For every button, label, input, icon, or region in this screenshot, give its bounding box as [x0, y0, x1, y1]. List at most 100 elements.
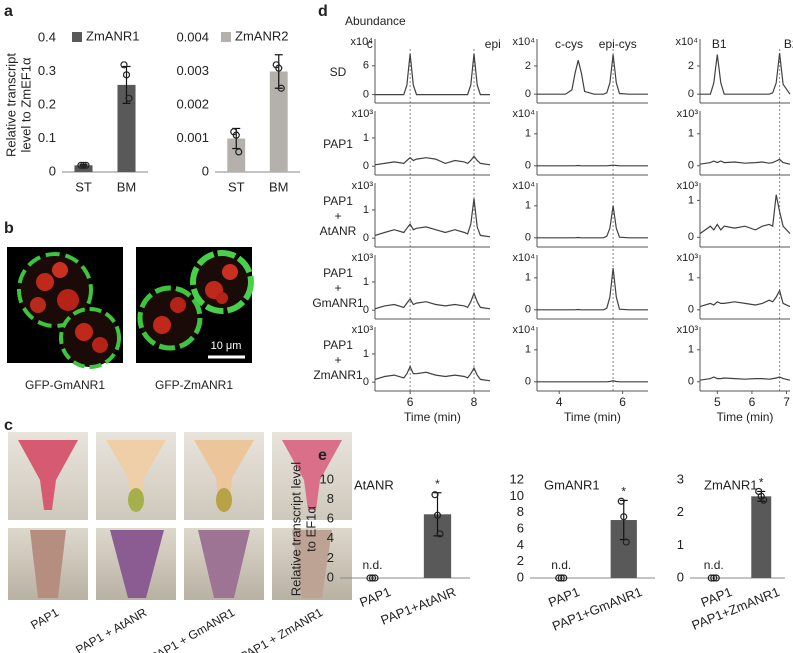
y-tick-label: 3 [677, 471, 684, 486]
y-tick-label: 10 [320, 471, 334, 486]
y-axis-label: Abundance [345, 14, 406, 28]
y-tick-label: 1 [525, 200, 531, 212]
y-tick-label: 1 [525, 344, 531, 356]
y-tick-label: 1 [363, 276, 369, 288]
y-tick-label: 1 [688, 272, 694, 284]
data-point [122, 71, 131, 79]
y-tick-label: 12 [510, 471, 524, 486]
y-tick-label: 0 [525, 376, 531, 388]
trace [374, 365, 491, 382]
scale-label: x10³ [352, 252, 374, 264]
data-point [557, 574, 565, 582]
y-axis-label: Relative transcript level [288, 462, 303, 596]
y-tick-label: 6 [363, 60, 369, 72]
peak-label: B1 [712, 37, 727, 51]
annotation: n.d. [551, 558, 571, 572]
annotation: * [759, 476, 764, 490]
row-label: + [334, 281, 341, 295]
scale-label: x10³ [677, 324, 699, 336]
data-point [235, 148, 243, 156]
x-tick-label: BM [269, 179, 289, 194]
legend-label: ZmANR1 [86, 28, 139, 43]
peak-label: epi [485, 37, 501, 51]
peak-label: epi-cys [599, 37, 637, 51]
y-tick-label: 0.2 [38, 96, 56, 111]
scale-label: x10³ [677, 252, 699, 264]
data-point [232, 131, 240, 139]
data-point [82, 161, 90, 169]
data-point [560, 574, 568, 582]
bar [117, 84, 136, 172]
y-tick-label: 1 [363, 204, 369, 216]
row-label: SD [330, 65, 347, 79]
scale-label: x10³ [352, 324, 374, 336]
y-tick-label: 1 [363, 348, 369, 360]
trace [699, 158, 791, 165]
x-axis-label: Time (min) [564, 410, 621, 424]
y-tick-label: 2 [688, 60, 694, 72]
row-label: GmANR1 [312, 296, 364, 310]
data-point [620, 513, 628, 521]
trace [537, 164, 648, 167]
y-tick-label: 0.003 [176, 63, 209, 78]
data-point [433, 511, 442, 519]
trace [374, 198, 491, 238]
y-tick-label: 0 [677, 569, 684, 584]
y-tick-label: 0 [688, 304, 694, 316]
row-label: PAP1 [323, 266, 353, 280]
y-tick-label: 0.002 [176, 96, 209, 111]
panel-label: d [318, 3, 328, 20]
chart-title: ZmANR1 [704, 477, 757, 492]
y-tick-label: 0 [363, 160, 369, 172]
trace [374, 291, 491, 310]
data-point [431, 491, 439, 499]
data-point [622, 538, 630, 546]
data-point [760, 496, 768, 504]
y-tick-label: 0 [363, 376, 369, 388]
scale-label: x10⁴ [676, 36, 699, 48]
data-point [79, 161, 88, 169]
x-axis-label: Time (min) [717, 410, 774, 424]
scale-label: x10³ [352, 180, 374, 192]
caption: GFP-GmANR1 [25, 378, 105, 392]
y-tick-label: 2 [517, 553, 524, 568]
x-axis-label: Time (min) [404, 410, 461, 424]
panel-label: b [4, 220, 14, 237]
y-tick-label: 1 [688, 128, 694, 140]
row-label: PAP1 [323, 338, 353, 352]
y-tick-label: 1 [688, 344, 694, 356]
y-tick-label: 8 [517, 504, 524, 519]
y-tick-label: 0 [363, 89, 369, 101]
x-tick-label: PAP1+AtANR [378, 584, 457, 628]
trace [699, 376, 791, 381]
row-label: ZmANR1 [313, 368, 363, 382]
scale-label: x10⁴ [513, 108, 536, 120]
y-tick-label: 4 [517, 537, 524, 552]
row-label: PAP1 [323, 194, 353, 208]
y-tick-label: 0.004 [176, 29, 209, 44]
y-tick-label: 0 [688, 88, 694, 100]
y-tick-label: 0 [688, 376, 694, 388]
x-tick-label: 4 [556, 395, 563, 409]
y-tick-label: 0.001 [176, 130, 209, 145]
data-point [710, 574, 718, 582]
caption: GFP-ZmANR1 [155, 378, 233, 392]
y-tick-label: 1 [363, 132, 369, 144]
scale-label: x10⁴ [351, 36, 374, 48]
bar [751, 496, 772, 578]
x-tick-label: 6 [619, 395, 626, 409]
y-tick-label: 0.1 [38, 130, 56, 145]
panel-label: c [4, 417, 13, 434]
trace [699, 288, 791, 308]
y-tick-label: 0 [525, 232, 531, 244]
legend-swatch [221, 32, 231, 42]
caption: PAP1 [28, 605, 61, 632]
y-tick-label: 6 [327, 511, 334, 526]
y-tick-label: 2 [525, 60, 531, 72]
data-point [555, 574, 563, 582]
chart-title: GmANR1 [544, 477, 600, 492]
x-tick-label: ST [75, 179, 92, 194]
x-tick-label: 6 [407, 395, 414, 409]
data-point [436, 530, 444, 538]
